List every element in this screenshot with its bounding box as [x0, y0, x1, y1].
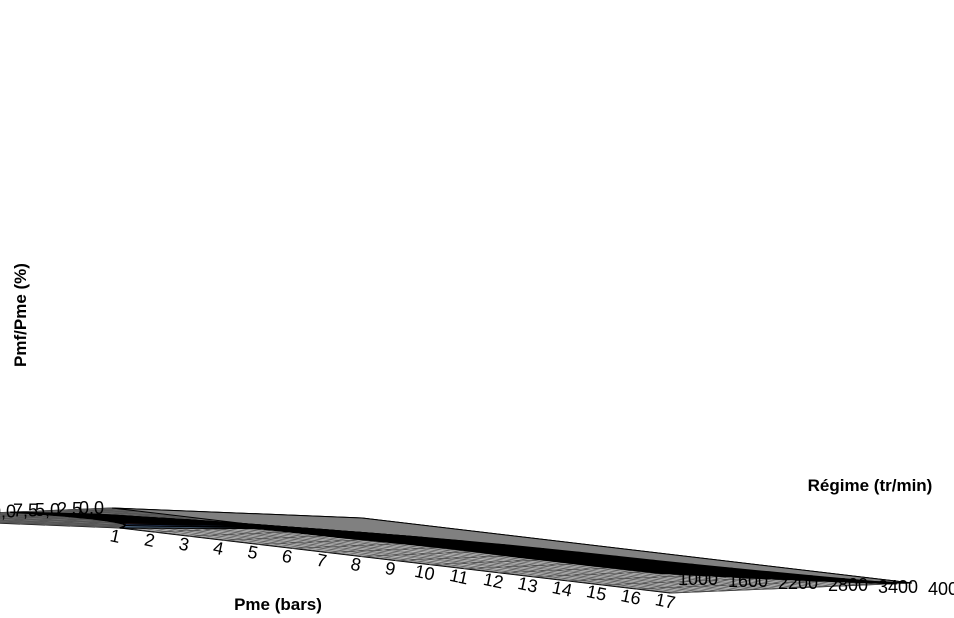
x-tick-label: 7 — [315, 550, 329, 572]
x-tick-label: 3 — [177, 533, 191, 555]
y-tick-label: 4000 — [928, 579, 954, 599]
x-tick-label: 11 — [448, 565, 470, 588]
surface-plot — [10, 511, 897, 585]
z-tick-label: 7,5 — [13, 501, 38, 521]
x-tick-label: 6 — [280, 546, 294, 568]
y-tick-label: 1600 — [728, 571, 768, 591]
y-tick-label: 3400 — [878, 577, 918, 597]
z-tick-label: 2,5 — [57, 499, 82, 519]
y-gridline — [0, 508, 138, 516]
surface-cell — [623, 568, 683, 575]
y-tick-label: 2800 — [828, 575, 868, 595]
x-tick-label: 1 — [108, 525, 122, 547]
tick-labels: 0,02,55,07,510,012,515,017,520,022,525,0… — [0, 498, 954, 613]
x-tick-label: 12 — [481, 569, 505, 593]
x-tick-label: 17 — [653, 589, 677, 613]
x-tick-label: 2 — [143, 529, 157, 551]
x-tick-label: 16 — [619, 585, 643, 609]
y-gridline — [0, 509, 163, 518]
x-tick-label: 13 — [516, 573, 540, 597]
x-tick-label: 8 — [349, 554, 363, 576]
x-tick-label: 10 — [413, 561, 437, 585]
z-tick-label: 10,0 — [0, 502, 16, 522]
z-tick-label: 0,0 — [79, 498, 104, 518]
z-axis-title: Pmf/Pme (%) — [11, 263, 30, 367]
z-tick-label: 5,0 — [35, 500, 60, 520]
x-tick-label: 5 — [246, 542, 260, 564]
x-axis-title: Pme (bars) — [234, 595, 322, 614]
x-tick-label: 9 — [383, 558, 397, 580]
y-tick-label: 2200 — [778, 573, 818, 593]
x-tick-label: 15 — [585, 581, 609, 605]
x-tick-label: 4 — [211, 537, 225, 559]
y-tick-label: 1000 — [678, 569, 718, 589]
x-gridline — [669, 582, 913, 594]
x-tick-label: 14 — [550, 577, 574, 601]
y-axis-title: Régime (tr/min) — [808, 476, 933, 495]
y-gridline — [0, 507, 113, 514]
